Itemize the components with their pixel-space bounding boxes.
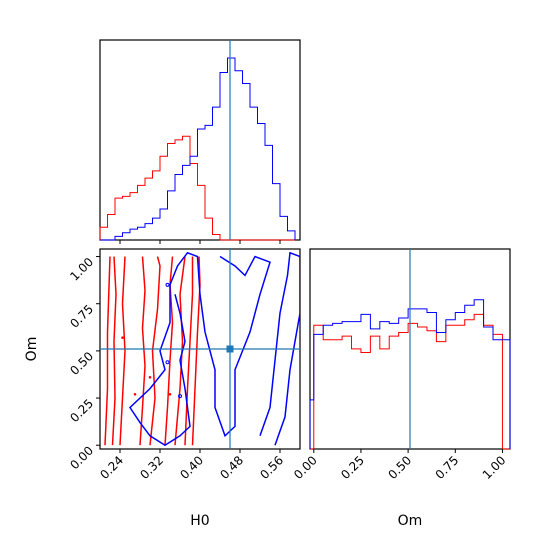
blue-contour-line	[129, 284, 191, 447]
red-contour-line	[174, 256, 186, 446]
x-tick-label: 0.24	[97, 453, 126, 482]
x-tick-label: 0.40	[177, 453, 206, 482]
om-y-axis-label: Om	[24, 337, 40, 362]
h0-axis-ticks: 0.24 0.32 0.40 0.48 0.56	[97, 449, 286, 482]
y-tick-label: 0.50	[67, 349, 96, 378]
x-tick-label: 0.25	[338, 453, 367, 482]
red-contour-dot	[148, 376, 152, 379]
hist-om-red-series	[310, 313, 510, 450]
red-contour-line	[119, 256, 126, 446]
y-tick-label: 0.00	[67, 443, 96, 472]
red-contour-line	[164, 256, 174, 446]
om-axis-ticks-left: 0.00 0.25 0.50 0.75 1.00	[67, 255, 100, 472]
hist-h0-blue-series	[100, 57, 296, 241]
blue-contour-line	[259, 251, 300, 446]
panel-h0-hist	[99, 39, 301, 244]
panel-om-hist: 0.00 0.25 0.50 0.75 1.00 Om	[291, 248, 511, 529]
red-contour-line	[149, 256, 161, 446]
x-tick-label: 0.00	[291, 453, 320, 482]
red-contour-dot	[168, 392, 172, 396]
x-tick-label: 0.32	[137, 453, 166, 482]
red-contour-line	[104, 256, 111, 446]
red-contour-line	[191, 256, 201, 446]
x-tick-label: 0.48	[217, 453, 246, 482]
y-tick-label: 0.25	[67, 396, 96, 425]
om-x-axis-label: Om	[398, 513, 423, 529]
red-contour-line	[139, 256, 146, 446]
blue-contour-dot	[178, 394, 182, 399]
red-contour-dot	[133, 392, 137, 396]
x-tick-label: 1.00	[480, 453, 509, 482]
hist-h0-red-series	[99, 135, 295, 241]
h0-x-axis-label: H0	[190, 513, 209, 529]
x-tick-label: 0.50	[385, 453, 414, 482]
hist-om-blue-series	[309, 299, 511, 449]
blue-contour-dot	[165, 360, 170, 365]
blue-contour-dot	[165, 282, 170, 287]
red-contour-dot	[121, 336, 124, 339]
panel-h0-om-contour: 0.24 0.32 0.40 0.48 0.56 0.00 0.25 0.50 0.75 1.0…	[24, 248, 301, 529]
x-tick-label: 0.56	[257, 453, 286, 482]
contours-red	[104, 256, 201, 446]
x-tick-label: 0.75	[433, 453, 462, 482]
panel-h0-hist-frame	[99, 39, 301, 241]
y-tick-label: 0.75	[67, 302, 96, 331]
truth-marker	[226, 345, 234, 353]
red-contour-line	[111, 256, 117, 446]
y-tick-label: 1.00	[67, 255, 96, 284]
h0-hist-ticks	[119, 240, 281, 244]
red-contour-line	[184, 256, 194, 446]
om-axis-ticks-bottom: 0.00 0.25 0.50 0.75 1.00	[291, 449, 509, 482]
